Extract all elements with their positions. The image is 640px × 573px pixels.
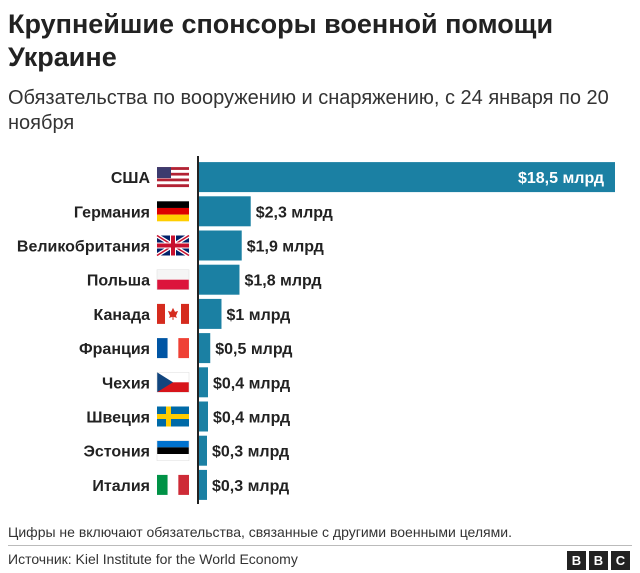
flag-part <box>167 474 179 495</box>
flag-part <box>157 440 189 448</box>
italy-flag-icon <box>157 474 189 495</box>
chart-title: Крупнейшие спонсоры военной помощи Украи… <box>8 9 554 72</box>
flag-part <box>157 214 189 222</box>
bar <box>199 264 240 295</box>
divider <box>8 545 632 546</box>
sweden-flag-icon <box>157 406 189 427</box>
category-label: Польша <box>87 273 150 290</box>
us-flag-icon <box>157 167 189 188</box>
flag-part <box>157 382 189 393</box>
logo-letter: B <box>589 551 608 570</box>
flag-part <box>156 372 190 393</box>
category-label: США <box>111 170 151 187</box>
bar <box>199 367 208 398</box>
bbc-logo: B B C <box>567 551 630 570</box>
value-label: $1,8 млрд <box>244 273 321 290</box>
estonia-flag-icon <box>156 440 190 461</box>
category-label: Великобритания <box>17 239 150 256</box>
flag-part <box>181 303 189 324</box>
flag-part <box>156 269 190 290</box>
bar-row: Швеция $0,4 млрд <box>86 401 290 432</box>
flag-part <box>157 414 189 419</box>
value-label: $18,5 млрд <box>518 170 604 187</box>
logo-letter: B <box>567 551 586 570</box>
flag-part <box>157 175 189 179</box>
bar-row: США $18,5 млрд <box>111 162 615 193</box>
bar <box>199 435 207 466</box>
uk-flag-icon <box>155 233 191 258</box>
bar-chart: США $18,5 млрд Германия $2,3 млрд Великобрит… <box>17 156 615 504</box>
france-flag-icon <box>157 338 189 359</box>
flag-part <box>157 184 189 188</box>
category-label: Швеция <box>86 410 150 427</box>
flag-part <box>167 338 179 359</box>
flag-part <box>178 338 189 359</box>
bar-row: Германия $2,3 млрд <box>74 196 333 227</box>
bar-row: Канада $1 млрд <box>94 298 290 329</box>
value-label: $1 млрд <box>226 307 290 324</box>
bar <box>199 298 222 329</box>
flag-part <box>157 167 171 179</box>
flag-part <box>157 474 168 495</box>
source-note: Источник: Kiel Institute for the World E… <box>8 551 298 567</box>
logo-letter: C <box>611 551 630 570</box>
bar <box>199 401 208 432</box>
flag-part <box>157 181 189 185</box>
category-label: Чехия <box>102 375 150 392</box>
value-label: $0,3 млрд <box>212 478 289 495</box>
category-label: Канада <box>94 307 151 324</box>
flag-part <box>157 178 189 182</box>
category-label: Франция <box>79 341 150 358</box>
flag-part <box>178 474 189 495</box>
flag-part <box>157 454 189 461</box>
flag-part <box>157 169 189 173</box>
footnote: Цифры не включают обязательства, связанн… <box>8 524 512 540</box>
flag-part <box>157 207 189 215</box>
flag-part <box>157 172 189 176</box>
czech-flag-icon <box>156 372 190 393</box>
bar <box>199 230 242 261</box>
bar <box>199 469 207 500</box>
value-label: $0,4 млрд <box>213 375 290 392</box>
flag-part <box>157 243 189 248</box>
flag-part <box>157 372 173 393</box>
chart-subtitle: Обязательства по вооружению и снаряжению… <box>8 87 609 134</box>
bar-row: Польша $1,8 млрд <box>87 264 322 295</box>
flag-part <box>157 279 189 290</box>
category-label: Италия <box>92 478 150 495</box>
bar-row: Великобритания $1,9 млрд <box>17 230 324 261</box>
value-label: $0,3 млрд <box>212 444 289 461</box>
bar-row: Чехия $0,4 млрд <box>102 367 290 398</box>
canada-flag-icon <box>157 303 189 324</box>
category-label: Эстония <box>83 444 150 461</box>
value-label: $0,4 млрд <box>213 410 290 427</box>
bar <box>199 196 251 227</box>
flag-part <box>157 447 189 455</box>
bar-row: Эстония $0,3 млрд <box>83 435 289 466</box>
value-label: $0,5 млрд <box>215 341 292 358</box>
flag-part <box>157 269 189 280</box>
bar <box>199 333 211 364</box>
flag-part <box>157 338 168 359</box>
bar-row: Франция $0,5 млрд <box>79 333 292 364</box>
value-label: $1,9 млрд <box>247 239 324 256</box>
flag-part <box>157 303 165 324</box>
flag-part <box>157 372 189 383</box>
germany-flag-icon <box>157 201 189 222</box>
flag-part <box>157 201 189 208</box>
bar-row: Италия $0,3 млрд <box>92 469 289 500</box>
flag-part <box>157 167 189 170</box>
flag-part <box>168 307 178 320</box>
bar <box>199 162 615 193</box>
poland-flag-icon <box>156 269 190 290</box>
flag-part <box>156 440 190 461</box>
value-label: $2,3 млрд <box>256 204 333 221</box>
category-label: Германия <box>74 204 150 221</box>
